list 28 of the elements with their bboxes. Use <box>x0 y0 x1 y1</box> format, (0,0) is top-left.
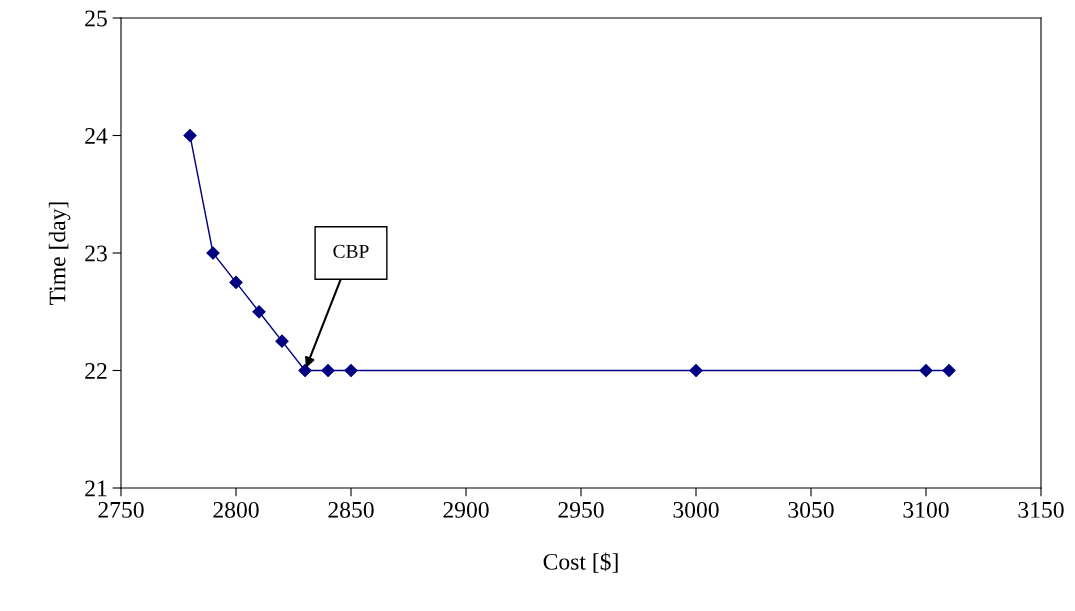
y-tick-label: 22 <box>85 363 107 379</box>
point <box>206 246 220 260</box>
point <box>229 275 243 289</box>
x-tick-label: 3150 <box>1018 501 1064 518</box>
x-tick-label: 3100 <box>903 501 949 518</box>
point <box>183 128 197 143</box>
y-axis-title: Time [day] <box>48 202 71 305</box>
x-tick-label: 3050 <box>788 501 834 518</box>
x-tick-label: 2850 <box>328 501 374 518</box>
y-tick-label: 21 <box>85 480 107 497</box>
x-tick-label: 2800 <box>213 501 259 518</box>
y-tick-label: 24 <box>85 128 108 144</box>
y-tick-label: 23 <box>85 245 107 262</box>
y-tick-label: 25 <box>85 10 107 27</box>
x-tick-label: 2950 <box>558 501 604 518</box>
point <box>275 334 289 348</box>
point <box>298 363 312 378</box>
x-axis-title: Cost [$] <box>543 552 618 573</box>
point <box>252 305 266 319</box>
x-tick-label: 2900 <box>443 501 489 518</box>
point <box>321 363 335 378</box>
point <box>942 363 956 378</box>
annotation: CBP <box>333 244 369 258</box>
x-tick-label: 3000 <box>673 501 719 518</box>
point <box>919 363 933 378</box>
point <box>689 363 703 378</box>
x-tick-label: 2750 <box>98 501 144 518</box>
point <box>344 363 358 378</box>
